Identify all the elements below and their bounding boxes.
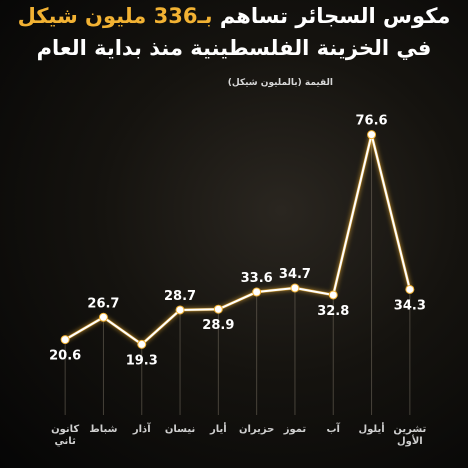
x-tick-label: أيلول — [358, 424, 385, 435]
x-tick-label: كانون ثاني — [51, 424, 80, 447]
x-tick-label: أيار — [209, 424, 227, 435]
point — [328, 290, 338, 300]
point — [367, 130, 377, 140]
point — [175, 305, 185, 315]
title-segment: بـ336 مليون شيكل — [17, 4, 213, 28]
point — [60, 335, 70, 345]
line — [64, 134, 411, 346]
title-line: مكوس السجائر تساهم بـ336 مليون شيكل — [0, 4, 468, 28]
point — [405, 284, 415, 294]
x-tick-label: شباط — [89, 424, 118, 435]
line-glow — [64, 134, 412, 347]
title-line: في الخزينة الفلسطينية منذ بداية العام — [0, 36, 468, 60]
x-tick-label: تموز — [283, 424, 307, 435]
value-label: 34.7 — [279, 267, 311, 282]
x-tick-label: حزيران — [238, 424, 275, 435]
point — [252, 287, 262, 297]
value-label: 19.3 — [126, 353, 158, 368]
point — [290, 283, 300, 293]
value-label: 28.7 — [164, 289, 196, 304]
x-tick-label: آب — [326, 424, 340, 435]
point — [137, 339, 147, 349]
x-tick-label: نيسان — [164, 424, 196, 435]
value-label: 76.6 — [356, 114, 388, 129]
value-label: 28.9 — [202, 318, 234, 333]
value-label: 33.6 — [241, 271, 273, 286]
value-label: 32.8 — [317, 304, 349, 319]
y-axis-label: القيمة (بالمليون شيكل) — [227, 78, 333, 88]
value-label: 20.6 — [49, 349, 81, 364]
value-label: 34.3 — [394, 298, 426, 313]
title-segment: مكوس السجائر تساهم — [212, 4, 451, 28]
point — [98, 312, 108, 322]
point — [213, 304, 223, 314]
title-segment: في الخزينة الفلسطينية منذ بداية العام — [36, 36, 432, 60]
value-label: 26.7 — [87, 296, 119, 311]
x-tick-label: تشرين الأول — [393, 424, 427, 447]
x-tick-label: آذار — [132, 424, 151, 435]
